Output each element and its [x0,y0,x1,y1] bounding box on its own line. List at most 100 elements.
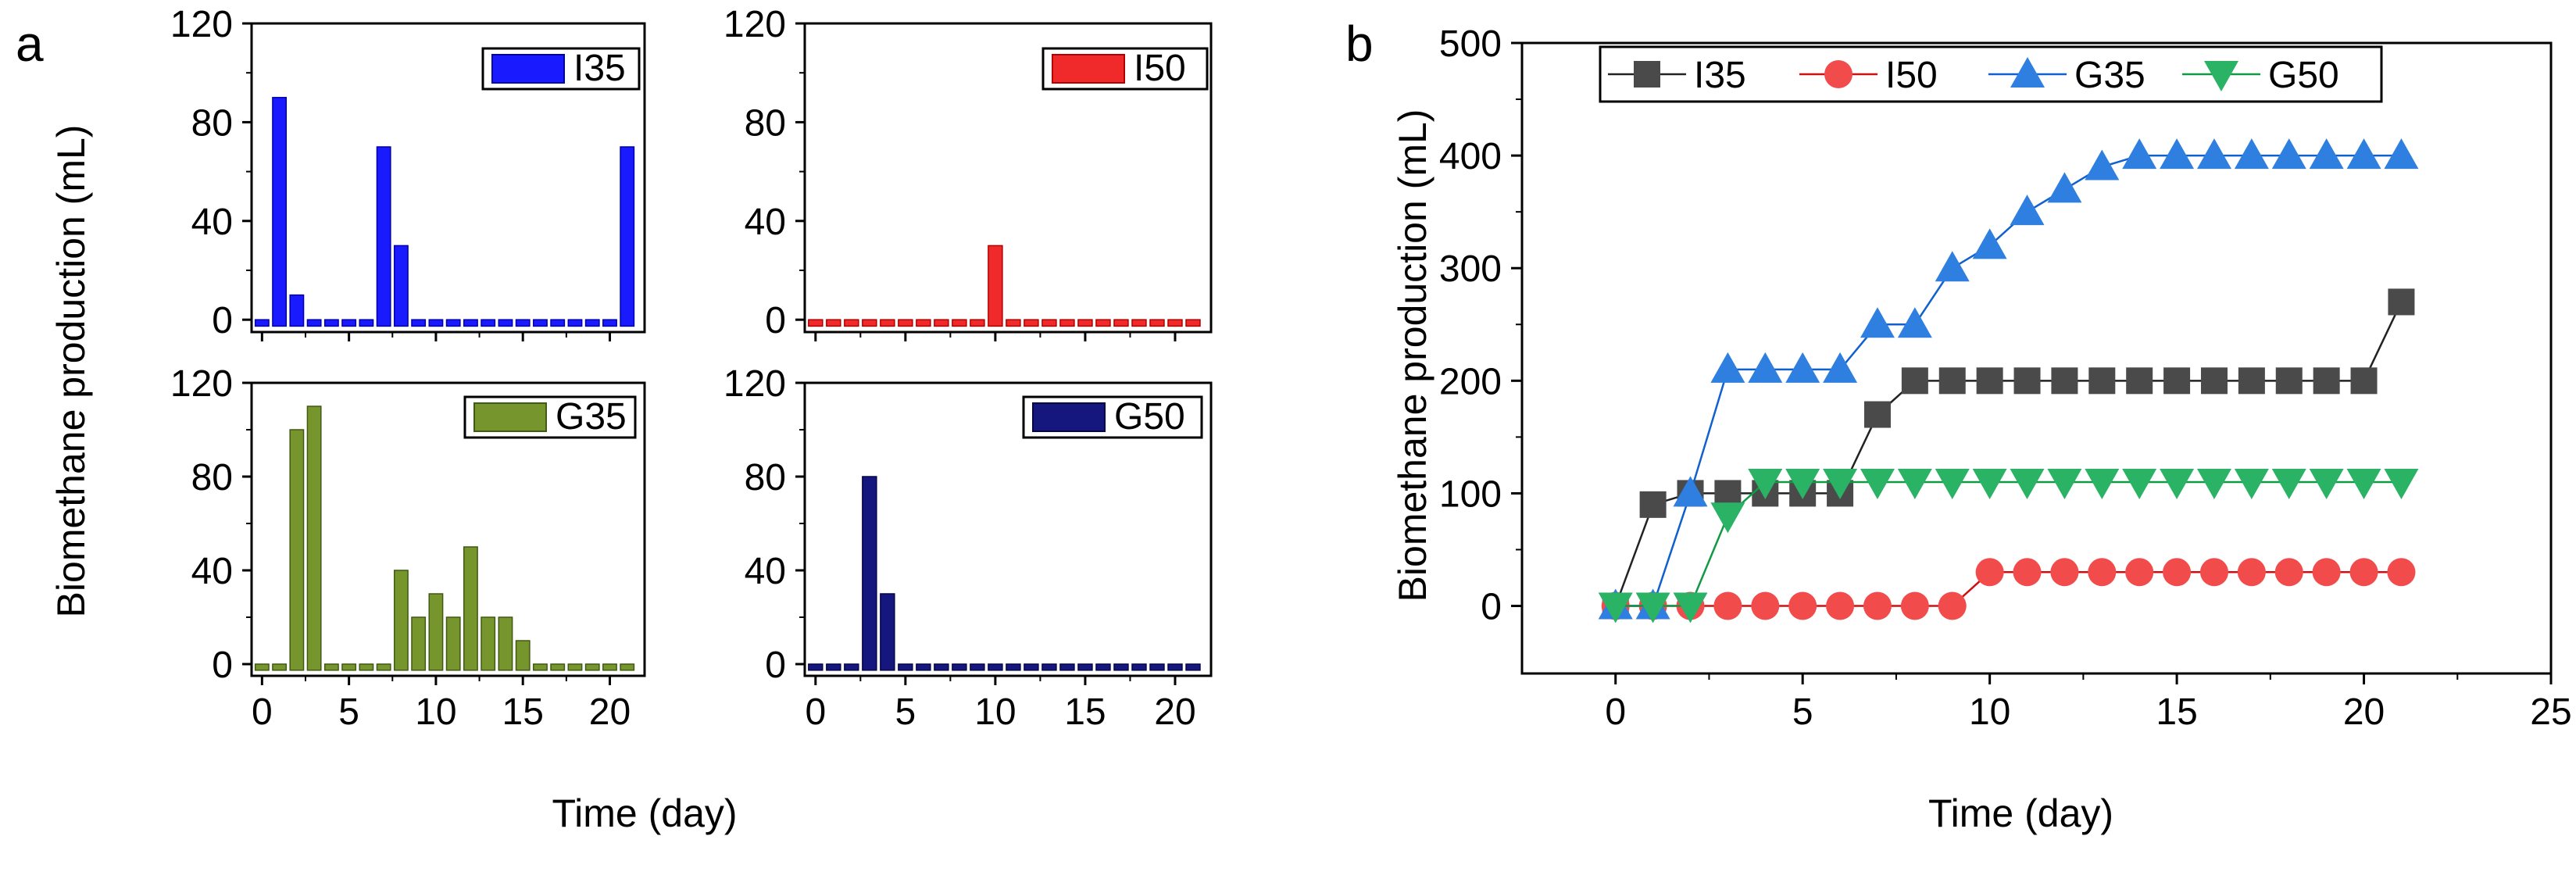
legend-label: G35 [556,396,627,438]
y-axis-label: Biomethane production (mL) [1391,109,1434,602]
legend-swatch [473,402,547,432]
y-tick-label: 100 [1439,473,1502,515]
panel-b-letter: b [1345,16,1374,72]
bar-g35-day-18 [567,663,583,671]
bar-g50-day-18 [1131,663,1147,671]
legend-label-g50: G50 [2268,55,2339,96]
x-tick-label: 15 [1064,691,1106,733]
x-tick-label: 10 [415,691,456,733]
bar-i35-day-8 [393,245,409,327]
bar-i50-day-2 [844,319,859,327]
x-tick-label: 10 [974,691,1016,733]
panel-a-letter: a [16,16,44,72]
bar-i35-day-12 [463,319,478,327]
bar-i35-day-6 [359,319,374,327]
bar-g35-day-14 [498,616,513,671]
x-tick-label: 20 [1154,691,1195,733]
panel-i50-bar-chart: 0 40 80 120 I50 [723,4,1213,341]
bar-g50-day-17 [1113,663,1129,671]
series-line-i50 [1615,571,2402,607]
bar-g35-day-9 [411,616,427,671]
point-i50-day-12 [2050,558,2079,587]
bar-i50-day-5 [898,319,913,327]
legend-label: G50 [1114,396,1185,438]
point-g50-day-20 [2346,469,2381,500]
plot-frame [1520,41,2553,675]
bar-g35-day-21 [620,663,635,671]
bar-g50-day-2 [844,663,859,671]
point-g50-day-17 [2234,469,2269,500]
point-i35-day-1 [1639,491,1667,518]
bar-i35-day-16 [533,319,548,327]
legend-label-g35: G35 [2074,55,2145,96]
plot-frame [250,381,646,677]
x-tick-label: 5 [338,691,359,733]
y-tick-label: 80 [191,457,233,498]
bar-g50-day-11 [1006,663,1021,671]
bar-i50-day-17 [1113,319,1129,327]
y-tick-label: 0 [212,645,233,686]
point-g50-day-5 [1785,469,1820,500]
y-tick-label: 120 [723,363,786,405]
y-tick-label: 500 [1439,23,1502,65]
point-g35-day-19 [2309,138,2344,170]
bar-i35-day-0 [254,319,270,327]
y-tick-label: 80 [745,102,786,144]
y-tick-label: 40 [191,202,233,243]
point-g50-day-8 [1897,469,1932,500]
bar-g50-day-7 [934,663,949,671]
series-g50 [1598,469,2419,623]
bar-i35-day-21 [620,146,635,327]
bar-i50-day-21 [1185,319,1201,327]
point-i35-day-11 [2013,367,2041,395]
bar-g50-day-8 [952,663,967,671]
point-i35-day-8 [1901,367,1928,395]
y-tick-label: 400 [1439,136,1502,177]
legend-label: I50 [1134,48,1186,89]
bar-g35-day-11 [445,616,461,671]
point-g50-day-10 [1972,469,2007,500]
panel-a-y-label: Biomethane production (mL) [49,125,93,618]
legend-swatch [491,54,565,84]
bar-g50-day-19 [1149,663,1165,671]
bar-i35-day-13 [481,319,496,327]
x-tick-label: 25 [2530,691,2571,733]
y-tick-label: 120 [723,4,786,45]
bar-i50-day-20 [1167,319,1183,327]
series-i50 [1601,558,2416,620]
bar-g50-day-12 [1024,663,1039,671]
series-line-g50 [1615,481,2402,607]
point-i35-day-21 [2388,288,2415,316]
point-i35-day-19 [2313,367,2340,395]
bar-i50-day-4 [880,319,895,327]
series-line-i35 [1614,301,2403,606]
bar-i50-day-8 [952,319,967,327]
point-i35-day-10 [1976,367,2003,395]
point-g50-day-21 [2384,469,2419,500]
bar-g50-day-4 [880,593,895,671]
bar-i50-day-7 [934,319,949,327]
point-g50-day-18 [2271,469,2306,500]
bar-g50-day-5 [898,663,913,671]
point-g50-day-15 [2160,469,2195,500]
bar-i35-day-20 [602,319,617,327]
bar-g35-day-2 [289,429,305,671]
point-i35-day-7 [1863,401,1891,428]
point-i50-day-5 [1788,591,1817,620]
bar-i35-day-19 [584,319,600,327]
y-tick-label: 120 [170,363,233,405]
legend-marker-g35 [2010,57,2045,88]
point-g50-day-0 [1598,592,1633,623]
bar-i50-day-14 [1059,319,1075,327]
bar-i50-day-10 [988,245,1003,327]
bar-g35-day-13 [481,616,496,671]
legend-marker-g50 [2204,61,2238,91]
plot-frame [250,22,646,334]
y-tick-label: 0 [765,645,786,686]
bar-i50-day-1 [826,319,841,327]
x-tick-label: 5 [895,691,916,733]
point-g35-day-10 [1972,228,2007,259]
x-tick-label: 15 [2156,691,2197,733]
bar-g50-day-9 [970,663,985,671]
point-i35-day-9 [1938,367,1966,395]
